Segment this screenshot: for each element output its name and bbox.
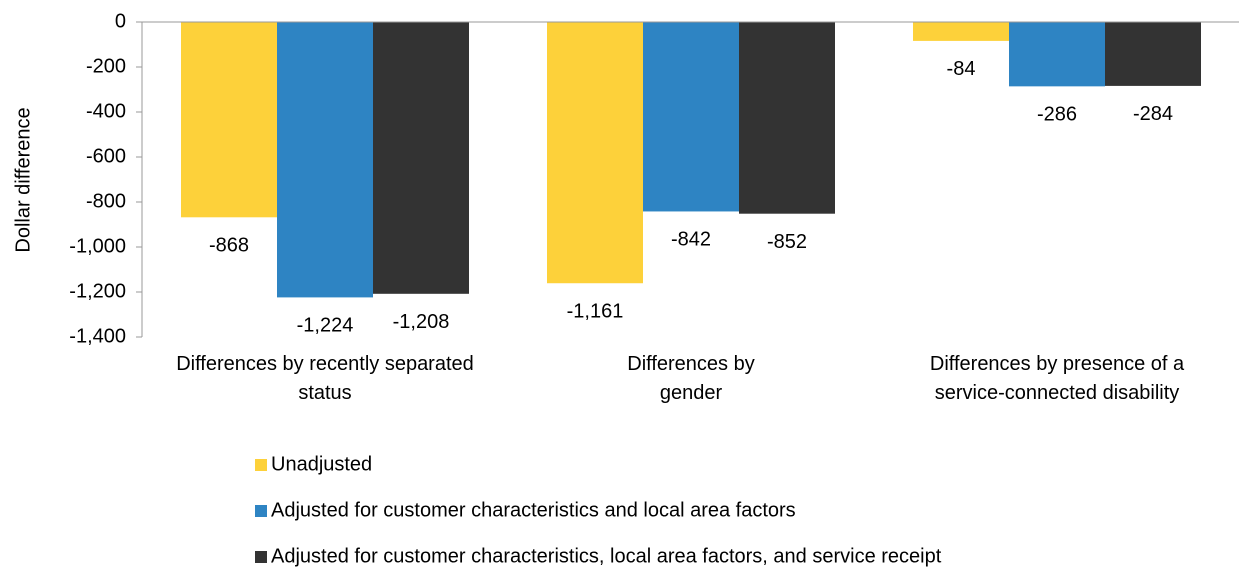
- value-label: -1,208: [393, 311, 450, 333]
- value-label: -842: [671, 229, 711, 251]
- value-label: -1,224: [297, 315, 354, 337]
- y-tick-label: -1,400: [69, 325, 126, 347]
- bar: [181, 22, 277, 218]
- legend-label: Unadjusted: [271, 453, 372, 475]
- bar: [547, 22, 643, 284]
- bar: [1105, 22, 1201, 86]
- x-tick-label: Differences by presence of a service-con…: [929, 353, 1185, 404]
- y-tick-label: -1,200: [69, 280, 126, 302]
- bar: [913, 22, 1009, 41]
- value-label: -852: [767, 231, 807, 253]
- y-tick-label: -200: [86, 55, 126, 77]
- bar: [277, 22, 373, 298]
- bar: [1009, 22, 1105, 87]
- legend-swatch: [255, 505, 267, 517]
- x-tick-label: Differences by recently separated status: [176, 353, 474, 404]
- value-label: -84: [947, 58, 976, 80]
- y-tick-label: -1,000: [69, 235, 126, 257]
- y-tick-label: 0: [115, 10, 126, 32]
- legend-swatch: [255, 551, 267, 563]
- bar: [373, 22, 469, 294]
- bar: [643, 22, 739, 212]
- legend-label: Adjusted for customer characteristics an…: [271, 499, 796, 521]
- y-tick-label: -800: [86, 190, 126, 212]
- y-axis-label: Dollar difference: [12, 107, 34, 252]
- legend-swatch: [255, 459, 267, 471]
- value-label: -868: [209, 235, 249, 257]
- value-label: -284: [1133, 103, 1173, 125]
- y-tick-label: -400: [86, 100, 126, 122]
- value-label: -1,161: [567, 301, 624, 323]
- y-tick-label: -600: [86, 145, 126, 167]
- bar: [739, 22, 835, 214]
- legend-label: Adjusted for customer characteristics, l…: [271, 545, 942, 567]
- value-label: -286: [1037, 104, 1077, 126]
- x-tick-label: Differences by gender: [627, 353, 755, 404]
